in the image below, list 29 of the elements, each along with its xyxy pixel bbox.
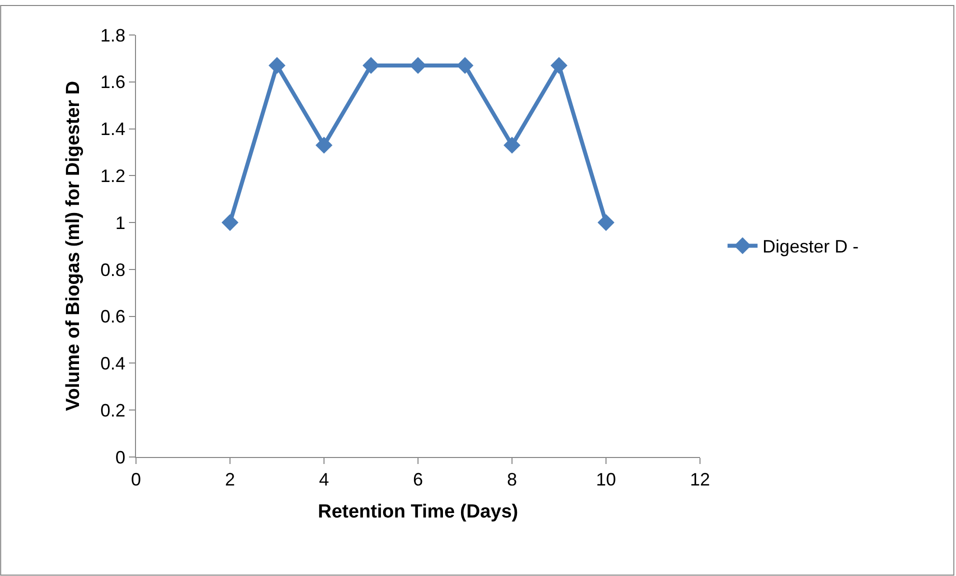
y-tick-label: 0.4 [100,354,126,374]
y-tick-label: 1.8 [100,25,126,46]
x-tick-label: 12 [690,470,710,490]
point [268,57,286,74]
y-tick-label: 1.2 [100,166,126,186]
point [504,136,520,154]
y-tick-label: 1.4 [100,119,126,140]
y-tick-label: 0.2 [100,400,126,420]
y-axis-title: Volume of Biogas (ml) for Digester D [63,80,84,412]
x-tick-label: 4 [318,470,330,490]
x-axis-title: Retention Time (Days) [318,501,518,522]
y-tick-label: 1.6 [100,72,126,92]
x-tick-label: 6 [412,470,424,490]
x-tick-label: 10 [596,470,616,490]
y-tick-label: 0.8 [100,260,126,280]
x-tick-label: 8 [506,470,518,490]
legend-label: Digester D - [762,236,859,257]
y-tick-label: 0 [115,447,126,468]
x-tick-label: 0 [130,470,142,490]
point [362,57,380,74]
point [316,136,332,154]
y-tick-label: 1 [115,212,126,233]
x-tick-label: 2 [224,470,236,490]
point [598,214,614,232]
y-tick-label: 0.6 [100,306,126,327]
point [550,57,568,74]
point [456,57,474,74]
point [410,57,426,74]
point [222,214,238,232]
